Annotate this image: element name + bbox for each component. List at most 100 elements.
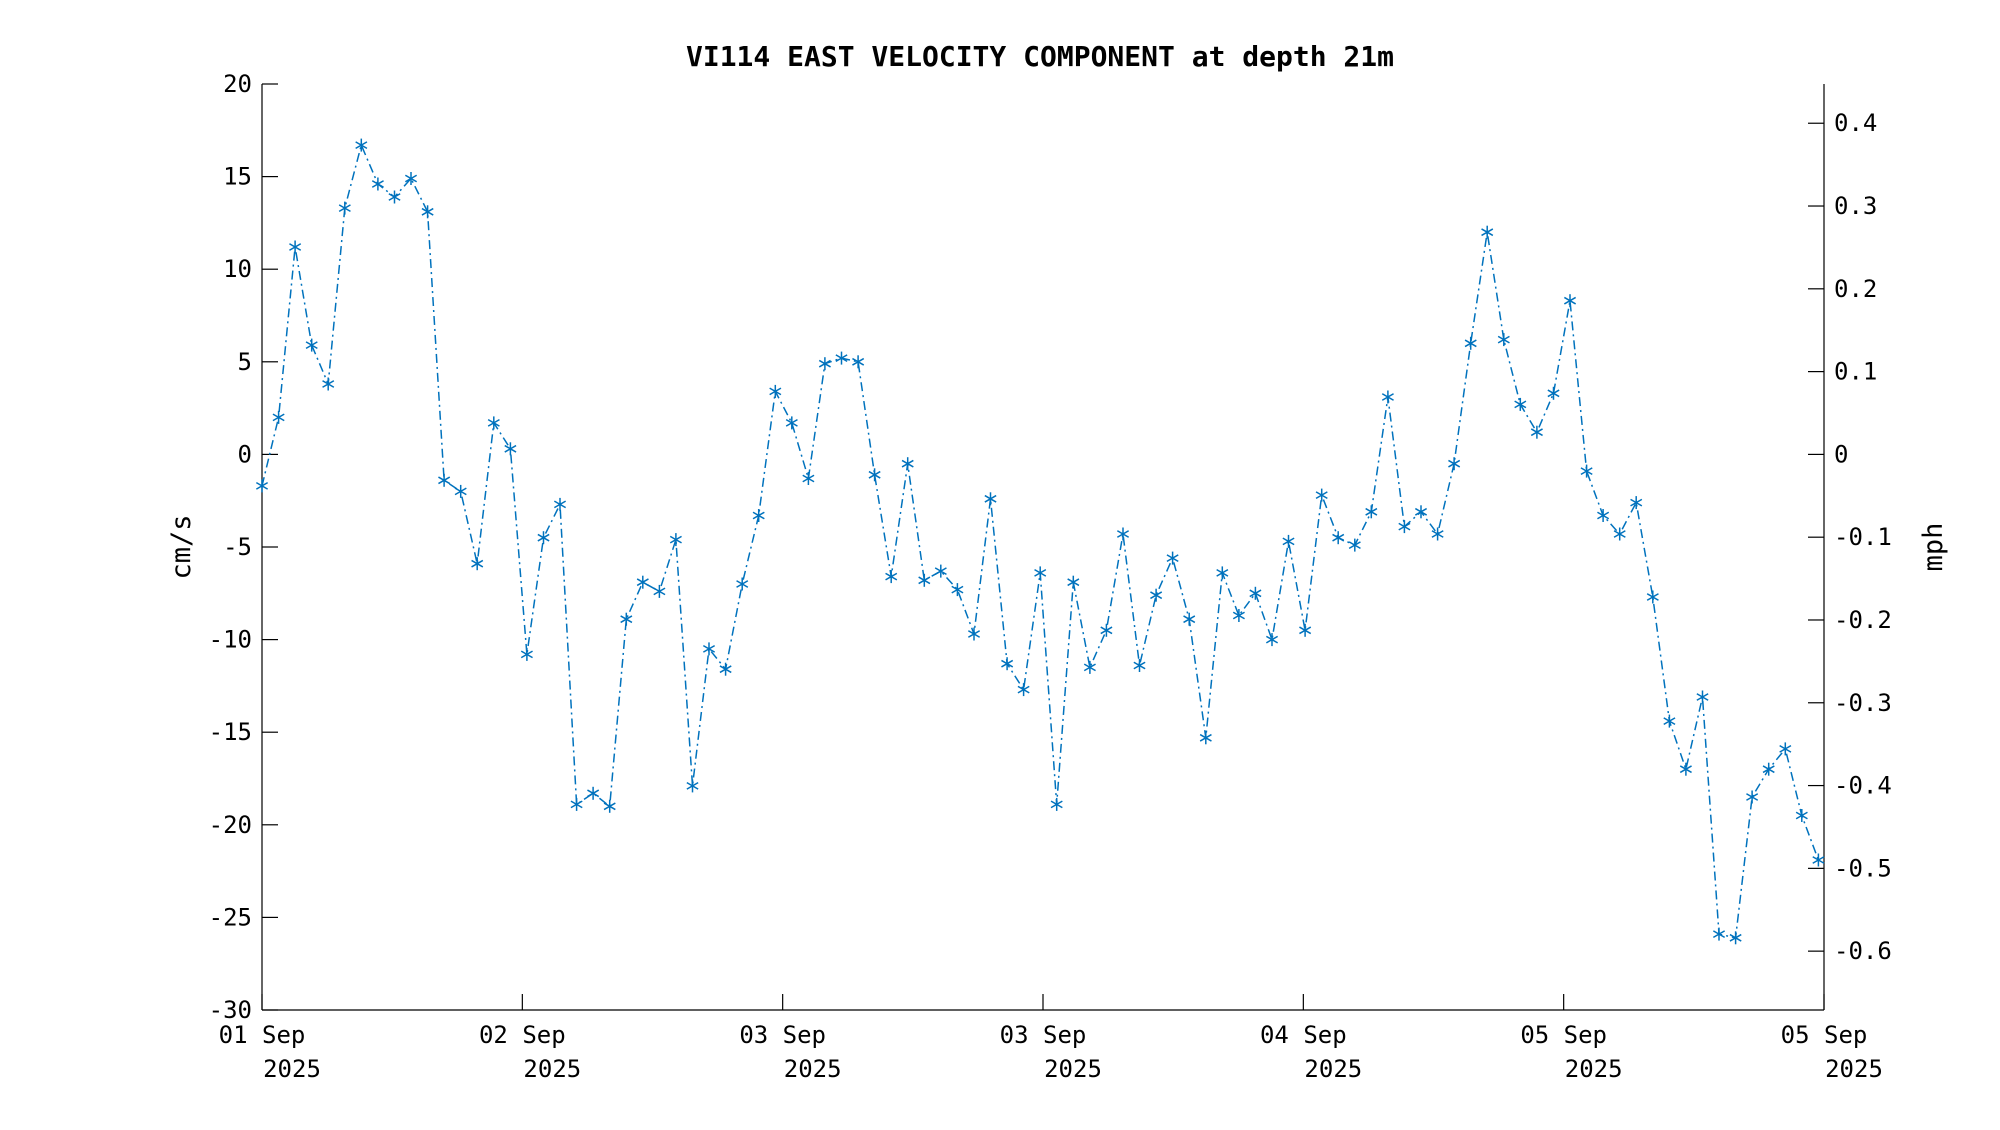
x-tick-label: 04 Sep — [1260, 1021, 1347, 1049]
x-tick-label-year: 2025 — [1044, 1055, 1102, 1083]
y-tick-label: 15 — [223, 163, 252, 191]
x-tick-label-year: 2025 — [1304, 1055, 1362, 1083]
data-point — [504, 442, 517, 456]
data-point — [272, 410, 285, 424]
x-tick-label-year: 2025 — [784, 1055, 842, 1083]
data-point — [1497, 333, 1510, 347]
y2-tick-label: -0.6 — [1834, 937, 1892, 965]
axes: 20 15 10 5 0 -5 -10 -15 -20 -25 -30 0.4 0.3 0.2 0.1 0 -0… — [209, 70, 1892, 1083]
y-tick-label: -5 — [223, 533, 252, 561]
data-point — [1679, 762, 1692, 776]
y2-tick-label: -0.3 — [1834, 689, 1892, 717]
data-point — [570, 797, 583, 811]
y-tick-label: -25 — [209, 903, 252, 931]
data-point — [1100, 623, 1113, 637]
data-point — [1464, 336, 1477, 350]
data-point — [371, 177, 384, 191]
data-point — [1746, 790, 1759, 804]
data-point — [553, 497, 567, 511]
data-point — [338, 201, 351, 215]
data-point — [1481, 225, 1494, 239]
data-point — [603, 799, 616, 813]
data-point — [487, 416, 500, 430]
data-point — [1431, 527, 1444, 541]
data-point — [636, 575, 649, 589]
data-point — [719, 662, 732, 676]
y2-tick-label: 0.4 — [1834, 109, 1877, 137]
data-point — [1133, 659, 1146, 672]
data-point — [1199, 731, 1212, 745]
data-point — [1067, 575, 1080, 589]
y-tick-label: 20 — [223, 70, 252, 98]
y2-tick-label: -0.2 — [1834, 606, 1892, 634]
data-point — [1216, 566, 1229, 580]
y-tick-label: -20 — [209, 811, 252, 839]
series-layer — [255, 138, 1825, 945]
x-tick-label: 05 Sep — [1520, 1021, 1607, 1049]
y-tick-label: 5 — [238, 348, 252, 376]
data-point — [1630, 496, 1643, 510]
x-tick-label: 05 Sep — [1781, 1021, 1868, 1049]
data-point — [471, 557, 484, 571]
data-point — [1762, 762, 1775, 776]
data-point — [1712, 927, 1726, 941]
data-point — [404, 172, 418, 185]
x-tick-label-year: 2025 — [1565, 1055, 1623, 1083]
data-point — [1282, 534, 1295, 548]
series-line — [261, 142, 1820, 939]
data-point — [1448, 457, 1461, 471]
y2-tick-label: 0 — [1834, 440, 1848, 468]
y2-tick-label: -0.1 — [1834, 523, 1892, 551]
chart-title: VI114 EAST VELOCITY COMPONENT at depth 2… — [686, 40, 1394, 73]
data-point — [818, 357, 831, 371]
data-point — [388, 190, 401, 204]
data-point — [438, 473, 451, 487]
data-point — [1729, 931, 1742, 945]
data-point — [1348, 538, 1361, 552]
data-point — [1249, 586, 1262, 600]
data-point — [1563, 294, 1577, 308]
data-point — [736, 577, 749, 591]
y2-tick-label: -0.4 — [1834, 772, 1892, 800]
data-point — [686, 779, 699, 793]
data-point — [1547, 386, 1560, 400]
x-tick-label-year: 2025 — [263, 1055, 321, 1083]
data-point — [785, 416, 798, 430]
data-point — [868, 468, 881, 482]
data-point — [1530, 425, 1543, 439]
data-point — [1315, 488, 1328, 502]
data-point — [620, 612, 633, 626]
data-point — [1514, 397, 1527, 411]
data-point — [835, 351, 848, 365]
data-point — [1597, 509, 1610, 522]
data-point — [1613, 527, 1626, 541]
data-point — [1150, 588, 1163, 602]
data-point — [1116, 527, 1130, 541]
data-point — [305, 338, 318, 352]
y2-tick-label: 0.3 — [1834, 192, 1877, 220]
data-point — [918, 573, 931, 587]
data-point — [355, 138, 368, 152]
data-point — [421, 205, 434, 219]
data-point — [802, 472, 815, 485]
data-point — [289, 240, 302, 254]
data-point — [984, 492, 997, 506]
data-point — [1034, 566, 1047, 580]
data-point — [1265, 633, 1279, 647]
y-tick-label: -15 — [209, 718, 252, 746]
data-point — [1365, 505, 1378, 519]
data-point — [885, 570, 898, 584]
data-point — [752, 509, 765, 522]
data-point — [1779, 742, 1792, 756]
y-tick-label: 10 — [223, 255, 252, 283]
data-point — [537, 531, 550, 545]
data-point — [454, 484, 467, 498]
data-point — [1017, 683, 1030, 697]
data-point — [520, 647, 533, 661]
x-tick-label: 02 Sep — [479, 1021, 566, 1049]
data-point — [769, 384, 782, 398]
y-tick-label: -10 — [209, 626, 252, 654]
data-point — [255, 479, 269, 493]
